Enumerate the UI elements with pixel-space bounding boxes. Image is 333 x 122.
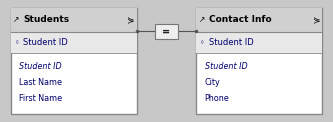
Text: ⋟: ⋟ (127, 15, 134, 25)
Bar (155, 24, 178, 39)
Bar (11, 8, 137, 32)
Text: ◦: ◦ (200, 38, 205, 47)
Text: Phone: Phone (205, 94, 229, 103)
Text: ↗: ↗ (199, 15, 205, 25)
Text: Students: Students (23, 15, 69, 25)
Text: =: = (163, 26, 170, 36)
Bar (11, 32, 137, 53)
Text: Contact Info: Contact Info (209, 15, 272, 25)
Text: ⋟: ⋟ (312, 15, 320, 25)
Text: First Name: First Name (19, 94, 62, 103)
Text: ↗: ↗ (13, 15, 20, 25)
Text: Student ID: Student ID (19, 62, 62, 71)
Text: City: City (205, 78, 220, 87)
Text: Last Name: Last Name (19, 78, 62, 87)
Text: Student ID: Student ID (209, 38, 254, 47)
Bar (196, 8, 322, 114)
Text: Student ID: Student ID (205, 62, 247, 71)
Bar (196, 8, 322, 32)
Bar (11, 8, 137, 114)
Text: Student ID: Student ID (23, 38, 68, 47)
Bar (196, 32, 322, 53)
Text: ◦: ◦ (15, 38, 19, 47)
